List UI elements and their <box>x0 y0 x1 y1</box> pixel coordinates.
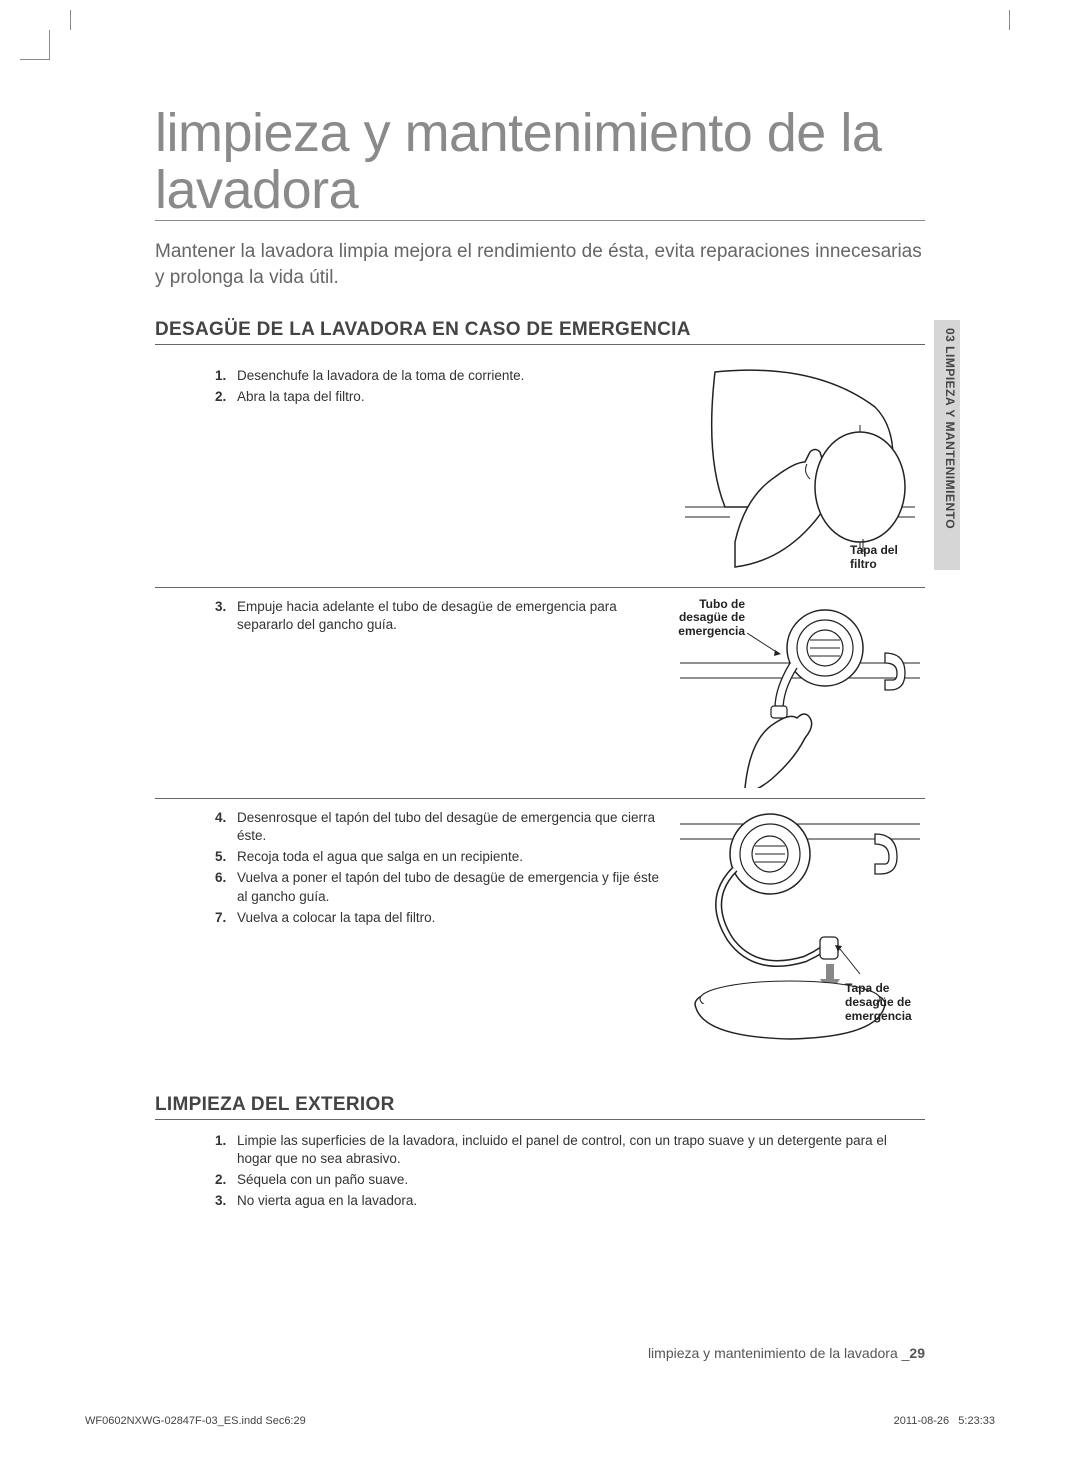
step-item: 1.Desenchufe la lavadora de la toma de c… <box>215 367 665 385</box>
page-content: limpieza y mantenimiento de la lavadora … <box>155 105 925 1214</box>
figure-label: Tapa del filtro <box>850 544 920 572</box>
instruction-block: 4.Desenrosque el tapón del tubo del desa… <box>155 799 925 1059</box>
step-item: 2.Séquela con un paño suave. <box>215 1171 915 1189</box>
step-item: 4.Desenrosque el tapón del tubo del desa… <box>215 809 665 845</box>
step-item: 7.Vuelva a colocar la tapa del filtro. <box>215 909 665 927</box>
section-heading-emergency: DESAGÜE DE LA LAVADORA EN CASO DE EMERGE… <box>155 319 925 345</box>
footer-section-title: limpieza y mantenimiento de la lavadora … <box>648 1345 925 1361</box>
footer-file-ref: WF0602NXWG-02847F-03_ES.indd Sec6:29 <box>85 1415 306 1427</box>
figure-label: Tubo de desagüe de emergencia <box>655 598 745 639</box>
step-item: 5.Recoja toda el agua que salga en un re… <box>215 848 665 866</box>
footer-timestamp: 2011-08-26 5:23:33 <box>894 1415 995 1427</box>
page-title: limpieza y mantenimiento de la lavadora <box>155 105 925 221</box>
instruction-block: 1.Desenchufe la lavadora de la toma de c… <box>155 357 925 588</box>
crop-mark <box>1009 10 1010 30</box>
section-tab-label: 03 LIMPIEZA Y MANTENIMIENTO <box>943 328 957 529</box>
step-item: 3.Empuje hacia adelante el tubo de desag… <box>215 598 665 634</box>
step-item: 3.No vierta agua en la lavadora. <box>215 1192 915 1210</box>
step-item: 2.Abra la tapa del filtro. <box>215 388 665 406</box>
step-item: 1.Limpie las superficies de la lavadora,… <box>215 1132 915 1168</box>
intro-paragraph: Mantener la lavadora limpia mejora el re… <box>155 239 925 290</box>
instruction-block: 3.Empuje hacia adelante el tubo de desag… <box>155 588 925 799</box>
crop-mark <box>20 30 50 60</box>
crop-mark <box>70 10 71 30</box>
step-item: 6.Vuelva a poner el tapón del tubo de de… <box>215 869 665 905</box>
figure-label: Tapa de desagüe de emergencia <box>845 982 935 1023</box>
section-heading-exterior: LIMPIEZA DEL EXTERIOR <box>155 1094 925 1120</box>
